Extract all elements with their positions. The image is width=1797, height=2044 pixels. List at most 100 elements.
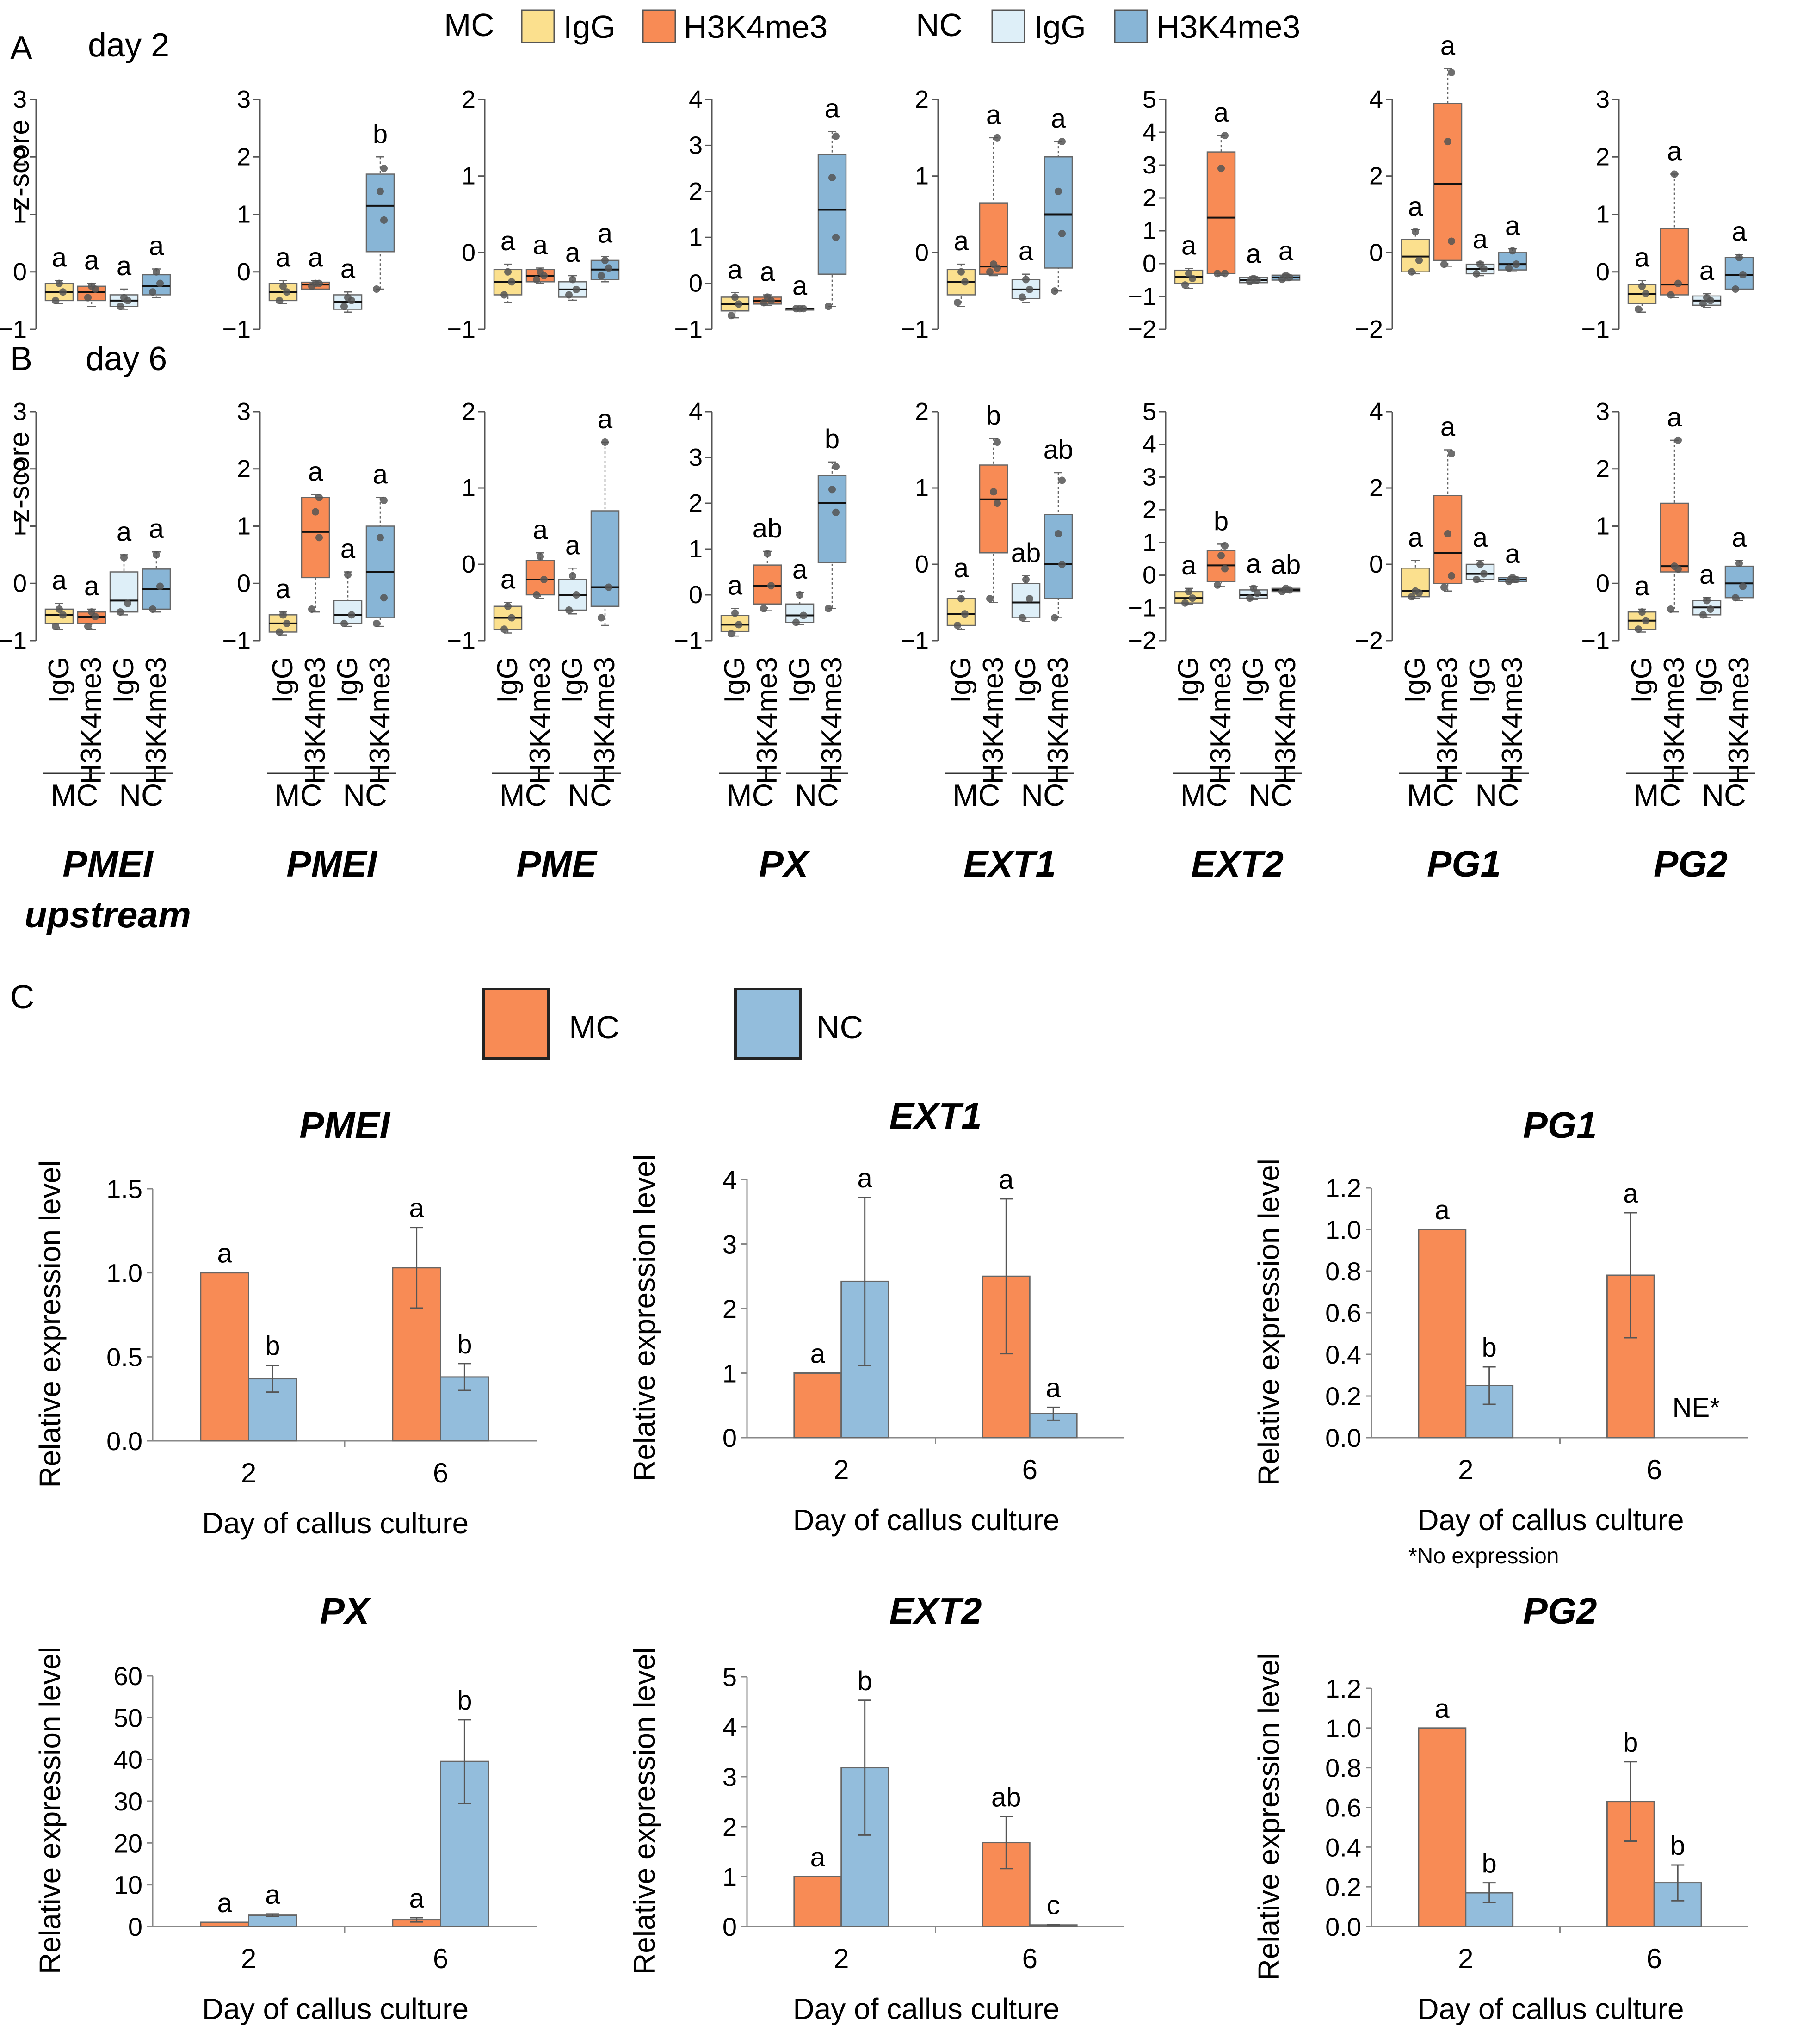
data-point bbox=[1440, 260, 1448, 268]
legend-nc-label: NC bbox=[916, 7, 963, 43]
y-tick-label: −1 bbox=[222, 627, 251, 655]
y-tick-label: 0 bbox=[723, 1423, 737, 1452]
y-tick-label: −1 bbox=[1128, 283, 1156, 310]
y-tick-label: 1 bbox=[915, 162, 929, 190]
y-tick-label: 3 bbox=[1142, 463, 1156, 491]
data-point bbox=[1055, 530, 1062, 537]
x-group-label: H3K4me3 bbox=[299, 657, 331, 784]
data-point bbox=[1513, 260, 1520, 268]
x-tick-label: 6 bbox=[1647, 1943, 1662, 1974]
data-point bbox=[1509, 247, 1516, 255]
significance-letter: a bbox=[1473, 224, 1488, 254]
data-point bbox=[1058, 476, 1066, 484]
significance-letter: a bbox=[810, 1339, 826, 1369]
x-axis-label: Day of callus culture bbox=[202, 1992, 469, 2025]
significance-letter: a bbox=[117, 251, 132, 281]
legend-ab: MC IgG H3K4me3 NC IgG H3K4me3 bbox=[444, 7, 1300, 45]
y-tick-label: 2 bbox=[13, 143, 27, 171]
box bbox=[1433, 103, 1463, 261]
significance-letter: a bbox=[1408, 192, 1423, 222]
x-group-label: H3K4me3 bbox=[1432, 657, 1464, 784]
x-group-label: H3K4me3 bbox=[1270, 657, 1302, 784]
legend-nc-h3-swatch bbox=[1114, 9, 1148, 43]
x-group-label: H3K4me3 bbox=[1205, 657, 1237, 784]
legend-nc-igg-swatch bbox=[991, 9, 1025, 43]
data-point bbox=[117, 608, 124, 616]
box bbox=[1044, 514, 1073, 599]
x-axis-label: Day of callus culture bbox=[1417, 1992, 1684, 2025]
significance-letter: a bbox=[565, 238, 580, 268]
data-point bbox=[1667, 605, 1674, 613]
box bbox=[1433, 495, 1463, 584]
group-nc-label: NC bbox=[795, 778, 839, 812]
gene-label: PG2 bbox=[1654, 843, 1728, 884]
legend-mc-h3-swatch bbox=[642, 9, 676, 43]
significance-letter: a bbox=[1278, 236, 1294, 266]
significance-letter: a bbox=[409, 1193, 424, 1223]
significance-letter: a bbox=[1635, 571, 1650, 601]
y-tick-label: 0.0 bbox=[1325, 1912, 1361, 1941]
bar-mc bbox=[793, 1372, 842, 1439]
data-point bbox=[149, 288, 156, 296]
data-point bbox=[832, 508, 840, 516]
y-tick-label: 2 bbox=[462, 398, 475, 426]
y-tick-label: 1 bbox=[1142, 529, 1156, 556]
panel-label-a: A bbox=[10, 30, 32, 67]
data-point bbox=[117, 303, 124, 310]
x-tick-label: 2 bbox=[241, 1457, 256, 1488]
data-point bbox=[88, 608, 95, 616]
y-tick-label: 0.2 bbox=[1325, 1872, 1361, 1902]
y-tick-label: 4 bbox=[723, 1712, 737, 1741]
significance-letter: a bbox=[728, 254, 743, 284]
x-tick-label: 2 bbox=[241, 1943, 256, 1974]
significance-letter: a bbox=[999, 1165, 1014, 1195]
y-tick-label: 2 bbox=[237, 455, 251, 483]
data-point bbox=[1282, 584, 1290, 592]
data-point bbox=[1408, 268, 1415, 276]
group-mc-label: MC bbox=[953, 778, 1000, 812]
x-group-label: H3K4me3 bbox=[1658, 657, 1690, 784]
data-point bbox=[1448, 237, 1455, 245]
data-point bbox=[1473, 576, 1480, 583]
significance-letter: a bbox=[340, 534, 356, 564]
data-point bbox=[120, 294, 128, 302]
significance-letter: a bbox=[1635, 242, 1650, 272]
y-tick-label: −1 bbox=[1128, 594, 1156, 622]
gene-labels: PMEI upstream PMEI PME PX EXT1 EXT2 PG1 PG2 bbox=[25, 843, 1728, 935]
data-point bbox=[800, 611, 807, 619]
y-tick-label: 0.4 bbox=[1325, 1833, 1361, 1862]
data-point bbox=[961, 278, 969, 286]
data-point bbox=[1051, 287, 1058, 295]
data-point bbox=[537, 268, 544, 276]
data-point bbox=[377, 534, 384, 542]
group-nc-label: NC bbox=[1702, 778, 1746, 812]
y-tick-label: 1 bbox=[237, 201, 251, 228]
data-point bbox=[994, 134, 1001, 142]
x-tick-label: 6 bbox=[433, 1943, 448, 1974]
y-tick-label: 2 bbox=[1142, 184, 1156, 212]
significance-letter: a bbox=[265, 1880, 280, 1910]
data-point bbox=[1642, 290, 1649, 297]
legend-c: MC NC bbox=[482, 988, 863, 1060]
y-tick-label: 0 bbox=[462, 550, 475, 578]
group-mc-label: MC bbox=[51, 778, 99, 812]
y-tick-label: 1 bbox=[13, 513, 27, 540]
y-tick-label: 1.0 bbox=[1325, 1714, 1361, 1743]
box bbox=[109, 571, 139, 613]
chart-title: PMEI bbox=[299, 1105, 390, 1146]
y-tick-label: −1 bbox=[447, 315, 475, 343]
data-point bbox=[1444, 138, 1451, 146]
gene-label: PX bbox=[759, 843, 810, 884]
data-point bbox=[565, 606, 573, 614]
y-tick-label: 4 bbox=[1142, 118, 1156, 146]
y-tick-label: 1.0 bbox=[106, 1259, 142, 1288]
data-point bbox=[1671, 562, 1678, 570]
significance-letter: a bbox=[52, 242, 67, 272]
legend-c-nc-swatch bbox=[734, 988, 802, 1060]
y-tick-label: 2 bbox=[915, 86, 929, 113]
